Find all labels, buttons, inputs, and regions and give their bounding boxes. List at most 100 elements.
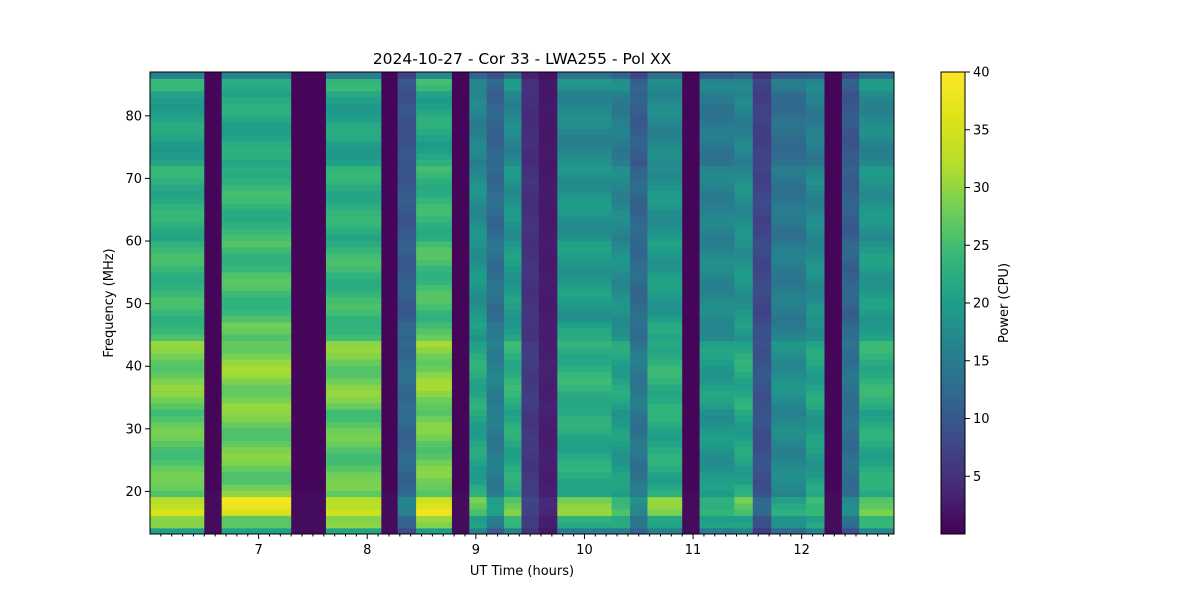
heatmap-cell bbox=[291, 396, 327, 404]
heatmap-cell bbox=[699, 377, 735, 385]
heatmap-cell bbox=[325, 409, 382, 416]
heatmap-cell bbox=[291, 371, 327, 379]
heatmap-cell bbox=[469, 159, 488, 167]
heatmap-cell bbox=[150, 402, 205, 410]
heatmap-cell bbox=[752, 452, 772, 460]
heatmap-cell bbox=[824, 321, 843, 329]
heatmap-cell bbox=[150, 72, 205, 79]
heatmap-cell bbox=[538, 121, 558, 129]
heatmap-cell bbox=[521, 140, 540, 148]
heatmap-cell bbox=[381, 303, 399, 310]
heatmap-cell bbox=[204, 340, 223, 348]
heatmap-cell bbox=[150, 190, 205, 198]
heatmap-cell bbox=[469, 315, 488, 323]
heatmap-cell bbox=[504, 203, 523, 210]
heatmap-cell bbox=[451, 496, 470, 504]
heatmap-cell bbox=[647, 521, 683, 529]
heatmap-cell bbox=[752, 72, 772, 79]
heatmap-cell bbox=[150, 184, 205, 192]
heatmap-cell bbox=[325, 96, 382, 104]
heatmap-cell bbox=[325, 477, 382, 485]
heatmap-cell bbox=[752, 446, 772, 454]
heatmap-cell bbox=[647, 246, 683, 254]
heatmap-cell bbox=[397, 184, 417, 192]
heatmap-cell bbox=[538, 334, 558, 342]
heatmap-cell bbox=[291, 265, 327, 273]
heatmap-cell bbox=[699, 496, 735, 504]
heatmap-cell bbox=[504, 396, 523, 404]
heatmap-cell bbox=[630, 153, 649, 160]
heatmap-cell bbox=[557, 128, 613, 136]
heatmap-cell bbox=[504, 246, 523, 254]
heatmap-cell bbox=[806, 527, 826, 534]
heatmap-cell bbox=[859, 434, 894, 441]
heatmap-cell bbox=[771, 228, 807, 235]
heatmap-cell bbox=[150, 78, 205, 86]
heatmap-cell bbox=[486, 178, 505, 185]
heatmap-cell bbox=[381, 309, 399, 317]
heatmap-cell bbox=[682, 228, 701, 235]
heatmap-cell bbox=[841, 234, 860, 242]
heatmap-cell bbox=[521, 103, 540, 111]
y-axis-label: Frequency (MHz) bbox=[102, 248, 117, 357]
heatmap-cell bbox=[841, 253, 860, 260]
heatmap-cell bbox=[504, 477, 523, 485]
heatmap-cell bbox=[204, 253, 223, 260]
heatmap-cell bbox=[451, 140, 470, 148]
heatmap-cell bbox=[771, 115, 807, 123]
heatmap-cell bbox=[204, 115, 223, 123]
heatmap-cell bbox=[521, 434, 540, 441]
heatmap-cell bbox=[630, 346, 649, 354]
heatmap-cell bbox=[397, 72, 417, 79]
heatmap-cell bbox=[150, 484, 205, 491]
heatmap-cell bbox=[451, 203, 470, 210]
heatmap-cell bbox=[221, 427, 292, 435]
heatmap-cell bbox=[752, 265, 772, 273]
heatmap-cell bbox=[486, 121, 505, 129]
heatmap-cell bbox=[611, 471, 631, 479]
heatmap-cell bbox=[416, 515, 453, 523]
heatmap-cell bbox=[611, 334, 631, 342]
heatmap-cell bbox=[416, 459, 453, 466]
heatmap-cell bbox=[752, 427, 772, 435]
heatmap-cell bbox=[824, 521, 843, 529]
heatmap-cell bbox=[381, 384, 399, 391]
heatmap-cell bbox=[630, 78, 649, 86]
heatmap-cell bbox=[647, 309, 683, 317]
heatmap-cell bbox=[647, 465, 683, 473]
heatmap-cell bbox=[841, 415, 860, 423]
heatmap-cell bbox=[647, 471, 683, 479]
heatmap-cell bbox=[486, 309, 505, 317]
heatmap-cell bbox=[221, 346, 292, 354]
heatmap-cell bbox=[699, 121, 735, 129]
heatmap-cell bbox=[504, 159, 523, 167]
heatmap-cell bbox=[381, 521, 399, 529]
heatmap-cell bbox=[538, 240, 558, 248]
heatmap-cell bbox=[734, 96, 754, 104]
heatmap-cell bbox=[699, 234, 735, 242]
heatmap-cell bbox=[611, 246, 631, 254]
heatmap-cell bbox=[538, 434, 558, 441]
heatmap-cell bbox=[451, 315, 470, 323]
heatmap-cell bbox=[752, 471, 772, 479]
heatmap-cell bbox=[699, 240, 735, 248]
heatmap-cell bbox=[824, 234, 843, 242]
heatmap-cell bbox=[451, 303, 470, 310]
heatmap-cell bbox=[806, 359, 826, 367]
heatmap-cell bbox=[291, 377, 327, 385]
heatmap-cell bbox=[204, 165, 223, 173]
heatmap-cell bbox=[325, 390, 382, 398]
heatmap-cell bbox=[771, 303, 807, 310]
heatmap-cell bbox=[647, 278, 683, 285]
heatmap-cell bbox=[381, 509, 399, 516]
heatmap-cell bbox=[630, 90, 649, 98]
heatmap-cell bbox=[771, 190, 807, 198]
heatmap-cell bbox=[451, 359, 470, 367]
heatmap-cell bbox=[291, 190, 327, 198]
heatmap-cell bbox=[221, 490, 292, 498]
heatmap-cell bbox=[557, 384, 613, 391]
heatmap-cell bbox=[734, 327, 754, 335]
heatmap-cell bbox=[806, 103, 826, 111]
heatmap-cell bbox=[150, 121, 205, 129]
heatmap-cell bbox=[469, 371, 488, 379]
